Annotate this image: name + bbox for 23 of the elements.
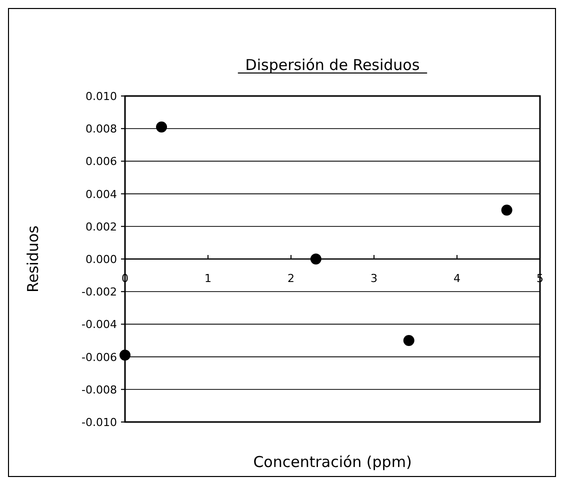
point: [501, 204, 512, 216]
y-tick-label: -0.006: [82, 350, 117, 364]
y-tick-label: 0.004: [86, 188, 117, 201]
point: [120, 350, 130, 361]
y-tick-label: -0.008: [82, 383, 117, 396]
y-tick-label: -0.004: [82, 318, 117, 332]
chart-title: Dispersión de Residuos: [245, 56, 420, 74]
y-tick-label: -0.002: [82, 286, 117, 299]
x-tick-label: 2: [288, 272, 294, 285]
y-tick-label: 0.000: [86, 253, 117, 266]
x-tick-label: 4: [454, 272, 460, 285]
y-tick-label: 0.010: [86, 90, 117, 103]
point: [156, 121, 168, 132]
x-axis-title: Concentración (ppm): [253, 453, 412, 471]
y-axis-title: Residuos: [24, 225, 42, 292]
x-tick-label: 1: [204, 272, 212, 285]
y-tick-label: 0.008: [86, 122, 117, 136]
x-tick-label: 3: [370, 272, 378, 285]
y-tick-label: -0.010: [82, 416, 117, 429]
point: [403, 335, 414, 346]
y-tick-label: 0.002: [86, 220, 117, 234]
y-tick-label: 0.006: [86, 155, 117, 168]
point: [310, 254, 322, 264]
